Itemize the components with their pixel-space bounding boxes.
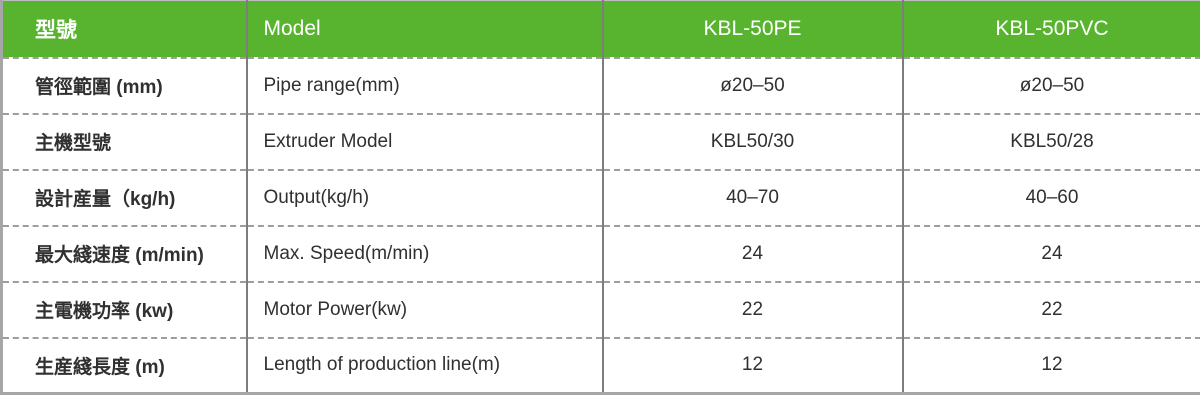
spec-label-zh: 生産綫長度 (m) [1, 336, 247, 394]
value-kbl-50pvc: 40–60 [901, 168, 1200, 226]
spec-label-zh: 管徑範圍 (mm) [1, 56, 247, 114]
header-row: 型號 Model KBL-50PE KBL-50PVC [1, 0, 1200, 58]
spec-label-zh: 主機型號 [1, 112, 247, 170]
header-kbl-50pe: KBL-50PE [601, 0, 903, 58]
header-model-en: Model [245, 0, 603, 58]
table-row: 管徑範圍 (mm) Pipe range(mm) ø20–50 ø20–50 [1, 56, 1200, 114]
value-kbl-50pvc: KBL50/28 [901, 112, 1200, 170]
value-kbl-50pe: ø20–50 [601, 56, 903, 114]
table-row: 生産綫長度 (m) Length of production line(m) 1… [1, 336, 1200, 394]
spec-label-en: Extruder Model [245, 112, 603, 170]
table-row: 主電機功率 (kw) Motor Power(kw) 22 22 [1, 280, 1200, 338]
header-model-zh: 型號 [1, 0, 247, 58]
table-row: 主機型號 Extruder Model KBL50/30 KBL50/28 [1, 112, 1200, 170]
table-row: 最大綫速度 (m/min) Max. Speed(m/min) 24 24 [1, 224, 1200, 282]
spec-label-en: Pipe range(mm) [245, 56, 603, 114]
value-kbl-50pe: 24 [601, 224, 903, 282]
spec-label-zh: 最大綫速度 (m/min) [1, 224, 247, 282]
spec-label-zh: 主電機功率 (kw) [1, 280, 247, 338]
value-kbl-50pvc: 12 [901, 336, 1200, 394]
value-kbl-50pe: 12 [601, 336, 903, 394]
value-kbl-50pvc: 24 [901, 224, 1200, 282]
value-kbl-50pe: 22 [601, 280, 903, 338]
spec-label-en: Motor Power(kw) [245, 280, 603, 338]
spec-label-zh: 設計産量（kg/h) [1, 168, 247, 226]
spec-label-en: Output(kg/h) [245, 168, 603, 226]
spec-label-en: Max. Speed(m/min) [245, 224, 603, 282]
spec-label-en: Length of production line(m) [245, 336, 603, 394]
table-row: 設計産量（kg/h) Output(kg/h) 40–70 40–60 [1, 168, 1200, 226]
value-kbl-50pe: 40–70 [601, 168, 903, 226]
header-kbl-50pvc: KBL-50PVC [901, 0, 1200, 58]
value-kbl-50pvc: 22 [901, 280, 1200, 338]
value-kbl-50pvc: ø20–50 [901, 56, 1200, 114]
value-kbl-50pe: KBL50/30 [601, 112, 903, 170]
